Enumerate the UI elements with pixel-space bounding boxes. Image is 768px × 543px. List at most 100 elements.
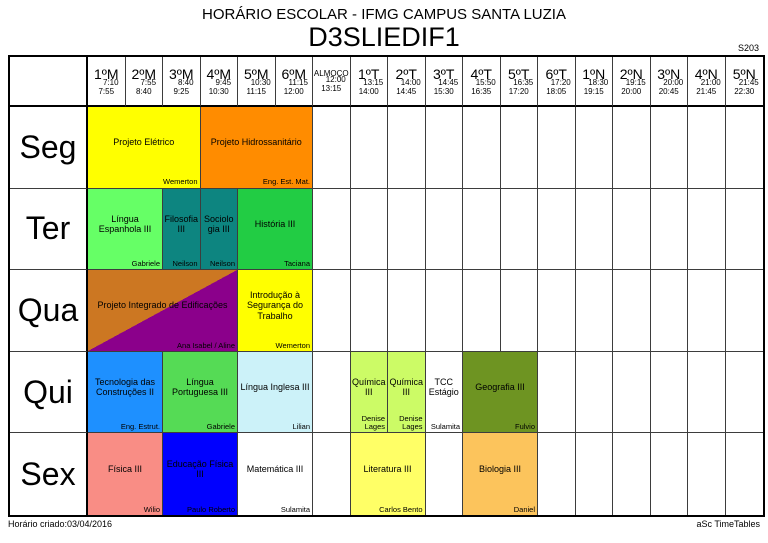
- lesson-educacao-fisica-iii: Educação Física III Paulo Roberto: [163, 433, 238, 515]
- lesson-filosofia-iii: Filosofia III Neilson: [163, 188, 201, 271]
- subject-name: Matemática III: [246, 464, 304, 474]
- created-date: Horário criado:03/04/2016: [8, 519, 113, 529]
- room-code: S203: [737, 43, 759, 53]
- teacher-name: Sulamita: [280, 504, 310, 514]
- empty-slot: [650, 433, 688, 515]
- period-label: 3ºN: [657, 65, 681, 82]
- period-label: 5ºM: [243, 65, 269, 82]
- period-end-time: 14:45: [396, 86, 417, 96]
- empty-slot: [650, 107, 688, 189]
- day-label-ter: Ter: [10, 188, 88, 271]
- teacher-name: Eng. Est. Mat.: [262, 177, 310, 187]
- period-header-6-t: 6ºT 17:20 18:05: [538, 57, 576, 107]
- period-end-time: 16:35: [471, 86, 492, 96]
- lesson-historia-iii: História III Taciana: [238, 188, 313, 271]
- period-label: 2ºM: [131, 65, 157, 82]
- subject-name: Língua Portuguesa III: [171, 376, 229, 398]
- subject-name: Sociologia III: [203, 213, 234, 234]
- period-header-1-n: 1ºN 18:30 19:15: [575, 57, 613, 107]
- subject-name: Língua Espanhola III: [98, 213, 152, 234]
- empty-slot: [388, 107, 426, 189]
- period-header-3-t: 3ºT 14:45 15:30: [425, 57, 463, 107]
- empty-slot: [613, 188, 651, 271]
- period-end-time: 21:45: [696, 86, 717, 96]
- lesson-projeto-eletrico: Projeto Elétrico Wemerton: [88, 107, 201, 189]
- period-end-time: 20:45: [658, 86, 679, 96]
- empty-slot: [425, 433, 463, 515]
- period-start-time: 13:15: [363, 78, 384, 88]
- period-label: 4ºT: [470, 65, 492, 82]
- empty-slot: [613, 433, 651, 515]
- teacher-name: Gabriele: [206, 422, 235, 432]
- subject-name: Filosofia III: [164, 213, 198, 234]
- lesson-tcc-estagio: TCC Estágio Sulamita: [425, 351, 463, 434]
- empty-slot: [463, 270, 501, 352]
- period-start-time: 7:55: [140, 78, 157, 88]
- period-end-time: 7:55: [98, 86, 115, 96]
- period-start-time: 9:45: [215, 78, 232, 88]
- table-corner: [10, 57, 88, 107]
- subject-name: Projeto Hidrossanitário: [210, 137, 302, 148]
- period-start-time: 14:45: [438, 78, 459, 88]
- period-start-time: 20:00: [663, 78, 684, 88]
- subject-name: Projeto Integrado de Edificações: [97, 300, 228, 311]
- empty-slot: [463, 107, 501, 189]
- teacher-name: Wemerton: [275, 340, 310, 350]
- empty-slot: [613, 270, 651, 352]
- teacher-name: Daniel: [513, 504, 535, 514]
- lesson-lingua-espanhola-iii: Língua Espanhola III Gabriele: [88, 188, 163, 271]
- empty-slot: [388, 188, 426, 271]
- teacher-name: Taciana: [284, 258, 310, 268]
- period-end-time: 11:15: [246, 86, 266, 96]
- empty-slot: [538, 433, 576, 515]
- teacher-name: Wemerton: [163, 177, 198, 187]
- period-start-time: 16:35: [513, 78, 534, 88]
- period-start-time: 8:40: [177, 78, 194, 88]
- lesson-sociologia-iii: Sociologia III Neilson: [200, 188, 238, 271]
- period-start-time: 21:45: [738, 78, 759, 88]
- empty-slot: [650, 351, 688, 434]
- period-label: 6ºM: [281, 65, 307, 82]
- empty-slot: [688, 188, 726, 271]
- teacher-name: Lilian: [292, 422, 310, 432]
- period-label: 4ºN: [694, 65, 718, 82]
- day-label-seg: Seg: [10, 107, 88, 189]
- empty-slot: [725, 351, 763, 434]
- empty-slot: [688, 433, 726, 515]
- period-header-2-t: 2ºT 14:00 14:45: [388, 57, 426, 107]
- empty-slot: [575, 433, 613, 515]
- teacher-name: Denise Lages: [361, 413, 385, 432]
- empty-slot: [725, 188, 763, 271]
- period-header-5-t: 5ºT 16:35 17:20: [500, 57, 538, 107]
- empty-slot: [538, 107, 576, 189]
- period-start-time: 18:30: [588, 78, 609, 88]
- subject-name: Biologia III: [478, 464, 522, 474]
- period-end-time: 17:20: [508, 86, 529, 96]
- page-title: HORÁRIO ESCOLAR - IFMG CAMPUS SANTA LUZI…: [202, 6, 566, 23]
- empty-slot: [425, 270, 463, 352]
- empty-slot: [650, 188, 688, 271]
- subject-name: Literatura III: [363, 464, 412, 474]
- lesson-tecnologia-das-construcoes-ii: Tecnologia das Construções II Eng. Estrut…: [88, 351, 163, 434]
- period-header-2-m: 2ºM 7:55 8:40: [125, 57, 163, 107]
- empty-slot: [350, 188, 388, 271]
- period-end-time: 9:25: [173, 86, 190, 96]
- period-end-time: 15:30: [433, 86, 454, 96]
- subject-name: Língua Inglesa III: [240, 381, 310, 392]
- period-end-time: 10:30: [208, 86, 229, 96]
- lesson-projeto-hidrossanitario: Projeto Hidrossanitário Eng. Est. Mat.: [200, 107, 313, 189]
- empty-slot: [650, 270, 688, 352]
- period-end-time: 14:00: [358, 86, 379, 96]
- lesson-introducao-a-seguranca-do-trabalho: Introdução à Segurança do Trabalho Wemert…: [238, 270, 313, 352]
- teacher-name: Paulo Roberto: [187, 504, 235, 514]
- period-header-4-m: 4ºM 9:45 10:30: [200, 57, 238, 107]
- teacher-name: Carlos Bento: [379, 504, 423, 514]
- brand-label: aSc TimeTables: [696, 519, 760, 529]
- teacher-name: Ana Isabel / Aline: [177, 340, 235, 350]
- period-label: 1ºM: [93, 65, 119, 82]
- subject-name: TCC Estágio: [428, 376, 459, 398]
- period-label: 4ºM: [206, 65, 232, 82]
- teacher-name: Neilson: [209, 258, 235, 268]
- empty-slot: [575, 188, 613, 271]
